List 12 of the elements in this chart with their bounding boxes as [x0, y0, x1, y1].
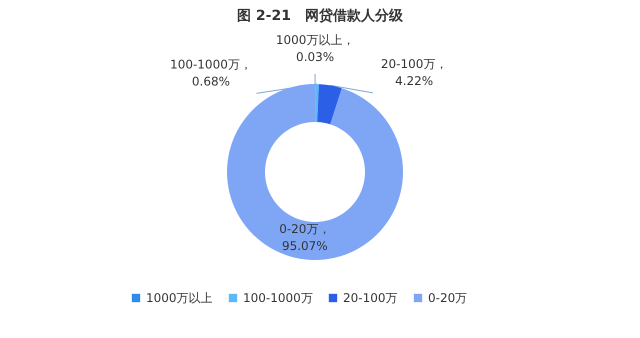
data-label: 20-100万，4.22%	[380, 56, 448, 88]
donut-slice	[315, 84, 319, 122]
donut-slice	[227, 84, 403, 260]
legend-label: 20-100万	[343, 291, 398, 305]
data-label: 0-20万，95.07%	[279, 222, 330, 254]
legend-label: 1000万以上	[146, 291, 213, 305]
legend-label: 100-1000万	[243, 291, 313, 305]
chart-title: 图 2-21 网贷借款人分级	[237, 7, 404, 24]
data-label: 100-1000万，0.68%	[170, 58, 252, 89]
donut-slice	[317, 84, 342, 124]
legend-label: 0-20万	[428, 291, 468, 305]
data-label: 1000万以上，0.03%	[276, 33, 354, 64]
